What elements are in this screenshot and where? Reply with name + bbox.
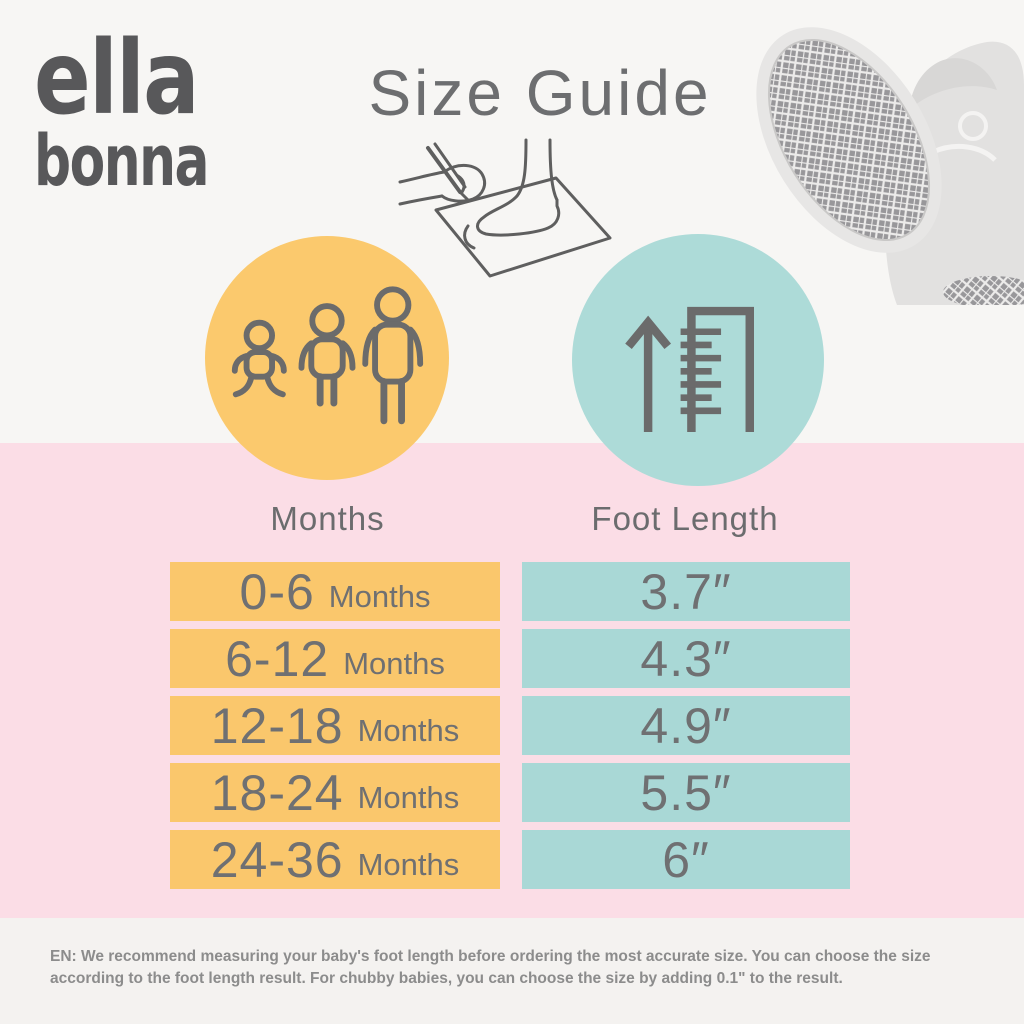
month-range-cell: 18-24 Months — [170, 763, 500, 822]
month-unit-label: Months — [357, 712, 460, 748]
months-column-label: Months — [270, 500, 385, 537]
brand-logo-line1: ella — [34, 19, 200, 138]
month-unit-label: Months — [357, 779, 460, 815]
footer-background — [0, 918, 1024, 1024]
product-photo-booties — [756, 27, 1024, 305]
foot-length-cell: 4.3″ — [522, 629, 850, 688]
people-growth-icon — [231, 286, 424, 425]
foot-length-cell: 3.7″ — [522, 562, 850, 621]
month-range-cell: 24-36 Months — [170, 830, 500, 889]
foot-length-column-label: Foot Length — [591, 500, 779, 537]
foot-length-value: 3.7″ — [640, 563, 732, 620]
foot-length-cell: 5.5″ — [522, 763, 850, 822]
months-circle — [205, 236, 449, 480]
month-range-value: 24-36 — [210, 831, 344, 888]
month-unit-label: Months — [357, 846, 460, 882]
foot-length-value: 4.3″ — [640, 630, 732, 687]
month-range-cell: 0-6 Months — [170, 562, 500, 621]
foot-tracing-illustration-icon — [398, 138, 612, 278]
month-range-value: 6-12 — [225, 630, 330, 687]
brand-logo: ella bonna — [34, 19, 269, 202]
page-title: Size Guide — [368, 57, 712, 129]
month-range-cell: 12-18 Months — [170, 696, 500, 755]
month-unit-label: Months — [343, 645, 445, 681]
month-unit-label: Months — [328, 578, 431, 614]
month-range-value: 12-18 — [210, 697, 344, 754]
foot-length-value: 4.9″ — [640, 697, 732, 754]
footer-note: EN: We recommend measuring your baby's f… — [50, 948, 931, 987]
ruler-icon — [625, 306, 754, 432]
foot-length-value: 6″ — [662, 831, 710, 888]
brand-logo-line2: bonna — [34, 120, 209, 202]
foot-length-circle — [572, 234, 824, 486]
foot-length-cell: 6″ — [522, 830, 850, 889]
month-range-value: 0-6 — [239, 563, 315, 620]
foot-length-cell: 4.9″ — [522, 696, 850, 755]
foot-length-value: 5.5″ — [640, 764, 732, 821]
month-range-cell: 6-12 Months — [170, 629, 500, 688]
month-range-value: 18-24 — [210, 764, 344, 821]
size-table: 0-6 Months 3.7″ 6-12 Months 4.3″ 12-18 M… — [170, 562, 850, 889]
